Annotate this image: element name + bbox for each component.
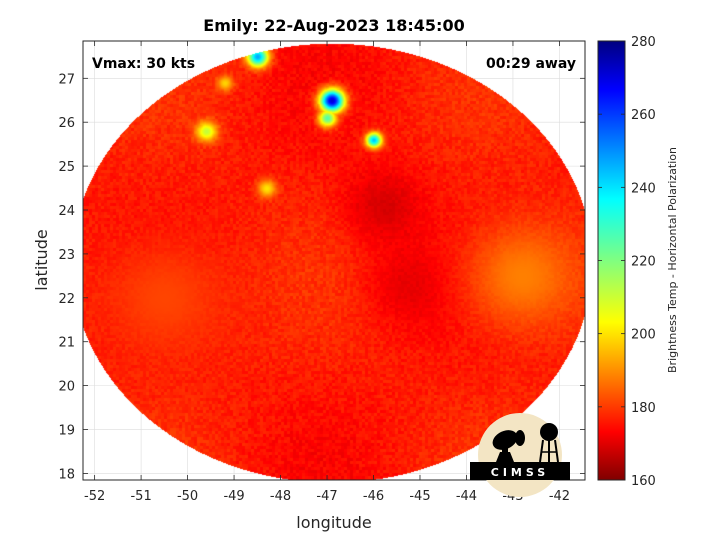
y-tick-label: 22 bbox=[58, 292, 75, 307]
colorbar-ticks: 160 180 200 220 240 260 280 bbox=[598, 35, 656, 489]
y-tick-label: 21 bbox=[58, 336, 75, 351]
colorbar-title: Brightness Temp - Horizontal Polarizatio… bbox=[666, 147, 679, 373]
colorbar-tick-label: 240 bbox=[631, 181, 656, 196]
x-tick-label: -48 bbox=[270, 489, 291, 504]
x-tick-label: -50 bbox=[177, 489, 198, 504]
colorbar-tick-label: 160 bbox=[631, 474, 656, 489]
colorbar-tick-label: 280 bbox=[631, 35, 656, 50]
x-tick-label: -42 bbox=[549, 489, 570, 504]
y-tick-label: 27 bbox=[58, 72, 75, 87]
y-tick-label: 20 bbox=[58, 380, 75, 395]
colorbar-tick-label: 220 bbox=[631, 255, 656, 270]
logo-text: CIMSS bbox=[491, 466, 549, 479]
x-tick-labels: -52 -51 -50 -49 -48 -47 -46 -45 -44 -43 -42 bbox=[84, 489, 570, 504]
y-tick-labels: 18 19 20 21 22 23 24 25 26 27 bbox=[58, 72, 75, 482]
y-tick-label: 19 bbox=[58, 424, 75, 439]
plot-frame bbox=[82, 40, 586, 481]
colorbar bbox=[597, 40, 626, 481]
y-tick-label: 24 bbox=[58, 204, 75, 219]
x-axis-title: longitude bbox=[296, 513, 371, 532]
colorbar-tick-label: 200 bbox=[631, 328, 656, 343]
colorbar-tick-label: 260 bbox=[631, 108, 656, 123]
x-tick-label: -49 bbox=[223, 489, 244, 504]
brightness-temperature-swath bbox=[83, 41, 585, 480]
x-tick-label: -52 bbox=[84, 489, 105, 504]
x-tick-label: -46 bbox=[363, 489, 384, 504]
y-tick-label: 25 bbox=[58, 160, 75, 175]
x-tick-label: -44 bbox=[456, 489, 477, 504]
axis-ticks bbox=[83, 41, 585, 480]
y-axis-title: latitude bbox=[32, 229, 51, 290]
x-tick-label: -47 bbox=[316, 489, 337, 504]
y-tick-label: 23 bbox=[58, 248, 75, 263]
y-tick-label: 18 bbox=[58, 467, 75, 482]
vmax-annotation: Vmax: 30 kts bbox=[92, 56, 195, 72]
cimss-logo: CIMSS bbox=[470, 413, 570, 497]
colorbar-tick-label: 180 bbox=[631, 401, 656, 416]
x-tick-label: -51 bbox=[130, 489, 151, 504]
time-away-annotation: 00:29 away bbox=[486, 56, 576, 72]
chart-title: Emily: 22-Aug-2023 18:45:00 bbox=[203, 16, 464, 35]
y-tick-label: 26 bbox=[58, 116, 75, 131]
x-tick-label: -45 bbox=[409, 489, 430, 504]
